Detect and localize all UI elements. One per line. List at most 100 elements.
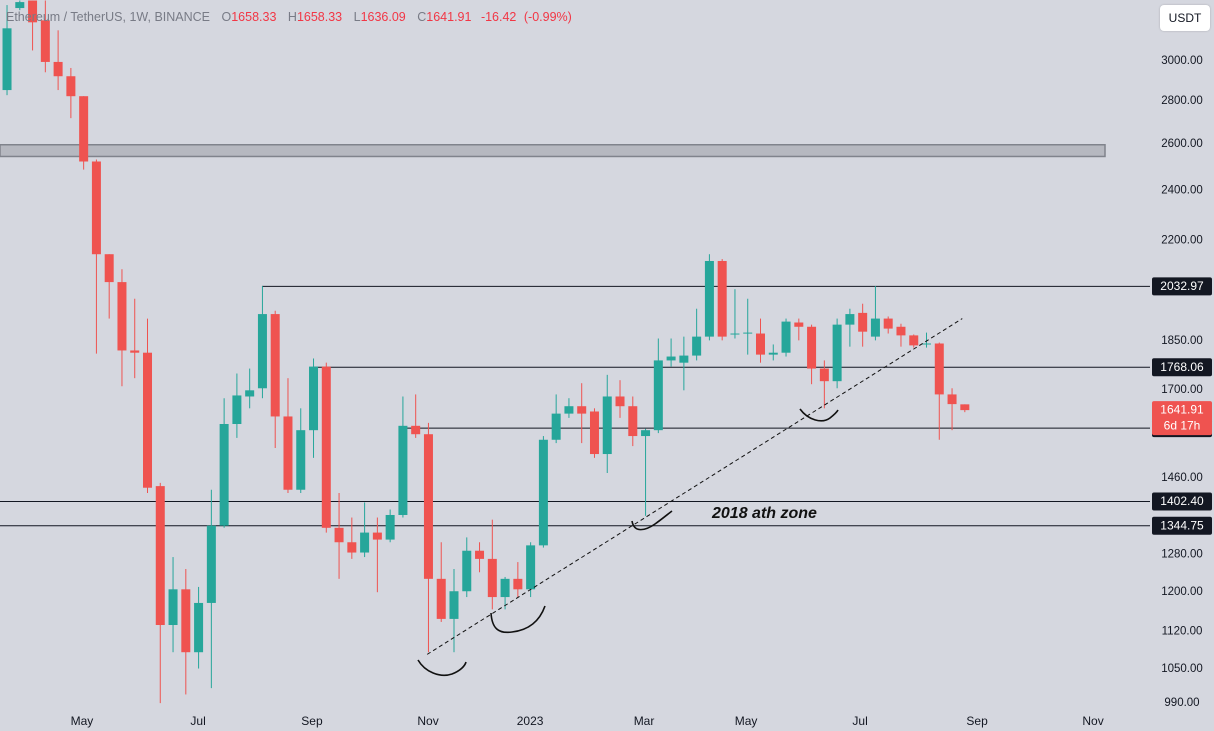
candle-body — [755, 333, 765, 355]
candle-body — [155, 486, 165, 626]
level-price-box — [1152, 358, 1212, 377]
legend-value: 1636.09 — [360, 10, 406, 24]
level-price-box — [1152, 492, 1212, 511]
candle-body — [832, 324, 842, 382]
candle-body — [870, 318, 880, 337]
x-tick-label: 2023 — [517, 714, 544, 728]
candle-body — [257, 314, 267, 389]
candle-body — [79, 96, 89, 162]
candle-body — [194, 602, 204, 653]
legend-value: 1658.33 — [296, 10, 343, 24]
candle-body — [398, 425, 408, 515]
candle-body — [845, 314, 855, 325]
candle-body — [206, 525, 216, 603]
price-zone — [0, 144, 1106, 158]
candle-body — [679, 355, 689, 363]
candle-body — [615, 396, 625, 407]
candle-body — [347, 542, 357, 553]
candle-body — [334, 527, 344, 543]
candle-body — [717, 260, 727, 337]
level-price-label: 2032.97 — [1160, 279, 1204, 293]
level-price-label: 1402.40 — [1160, 494, 1204, 508]
levels-layer — [0, 285, 1150, 527]
candle-body — [500, 578, 510, 598]
candle-body — [321, 366, 331, 528]
level-price-label: 1768.06 — [1160, 360, 1204, 374]
candle-body — [794, 322, 804, 327]
candle-body — [896, 326, 906, 336]
candle-body — [513, 578, 523, 590]
hand-drawn-mark — [631, 510, 673, 531]
symbol-title: Ethereum / TetherUS, 1W, BINANCE — [6, 10, 211, 24]
currency-button[interactable]: USDT — [1160, 5, 1210, 31]
level-price-box — [1152, 516, 1212, 535]
candle-body — [577, 406, 587, 414]
candle-body — [947, 394, 957, 405]
candle-body — [960, 404, 970, 411]
legend-label: O — [221, 10, 232, 24]
candle-body — [564, 406, 574, 414]
candle-body — [296, 430, 306, 490]
y-tick-label: 3000.00 — [1161, 55, 1203, 67]
candle-body — [283, 416, 293, 490]
x-tick-label: Jul — [852, 714, 867, 728]
candle-body — [66, 76, 76, 97]
candle-body — [15, 2, 25, 9]
candle-body — [91, 161, 101, 255]
legend: Ethereum / TetherUS, 1W, BINANCE O1658.3… — [6, 10, 572, 24]
candle-body — [589, 411, 599, 455]
candle-body — [219, 424, 229, 526]
countdown: 6d 17h — [1164, 418, 1201, 432]
candle-body — [360, 532, 370, 553]
y-tick-label: 2600.00 — [1161, 138, 1203, 150]
candle-body — [423, 434, 433, 579]
candle-body — [143, 352, 153, 488]
candle-body — [819, 368, 829, 382]
candle-body — [270, 314, 280, 417]
candle-body — [449, 591, 459, 619]
candle-body — [858, 312, 868, 332]
candle-body — [934, 343, 944, 395]
candle-body — [104, 254, 114, 283]
candle-body — [666, 356, 676, 361]
hand-drawn-mark — [799, 408, 839, 422]
candle-body — [475, 550, 485, 559]
y-tick-label: 1200.00 — [1161, 586, 1203, 598]
candle-body — [704, 260, 714, 337]
drawings-layer: 2018 ath zone — [417, 318, 963, 676]
legend-value: 1658.33 — [231, 10, 277, 24]
candle-body — [768, 352, 778, 355]
x-tick-label: Sep — [301, 714, 323, 728]
candle-body — [28, 0, 38, 23]
axis-layer: 3000.00 2800.00 2600.00 2400.00 2200.00 1850.… — [71, 55, 1212, 728]
legend-value: 1641.91 — [426, 10, 472, 24]
candle-body — [130, 350, 140, 353]
x-tick-label: May — [71, 714, 94, 728]
candles-layer — [2, 0, 970, 704]
y-tick-label: 1280.00 — [1161, 548, 1203, 560]
legend-label: C — [417, 10, 427, 24]
legend-label: L — [353, 10, 361, 24]
candle-body — [385, 514, 395, 540]
level-price-label: 1344.75 — [1160, 518, 1204, 532]
y-tick-label: 1850.00 — [1161, 335, 1203, 347]
candle-body — [692, 336, 702, 356]
candle-body — [232, 395, 242, 425]
candle-body — [730, 333, 740, 335]
y-tick-label: 2400.00 — [1161, 184, 1203, 196]
y-tick-label: 990.00 — [1164, 697, 1199, 709]
candle-body — [807, 326, 817, 369]
x-tick-label: Jul — [190, 714, 205, 728]
candle-body — [653, 360, 663, 431]
candle-body — [411, 425, 421, 435]
last-price-label: 1641.91 — [1160, 402, 1204, 416]
candle-body — [309, 366, 319, 431]
candle-body — [40, 20, 50, 62]
x-tick-label: May — [735, 714, 758, 728]
x-tick-label: Sep — [966, 714, 988, 728]
candle-body — [743, 332, 753, 334]
candle-body — [641, 430, 651, 437]
x-tick-label: Mar — [634, 714, 655, 728]
